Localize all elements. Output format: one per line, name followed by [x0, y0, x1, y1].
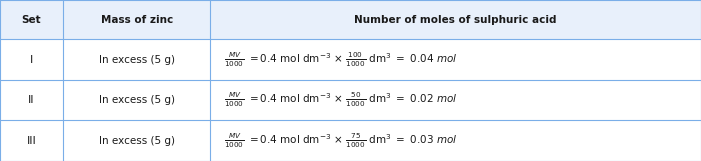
Bar — [0, 0, 701, 39]
Bar — [0, 80, 701, 120]
Text: Set: Set — [22, 15, 41, 25]
Text: In excess (5 g): In excess (5 g) — [99, 95, 175, 105]
Text: I: I — [30, 55, 33, 65]
Bar — [0, 120, 701, 161]
Text: $\frac{\mathit{MV}}{1000}$ $= 0.4\ \mathrm{mol\ dm^{-3}}$ $\times\ \frac{75}{100: $\frac{\mathit{MV}}{1000}$ $= 0.4\ \math… — [224, 132, 458, 150]
Bar — [0, 39, 701, 80]
Text: Number of moles of sulphuric acid: Number of moles of sulphuric acid — [355, 15, 557, 25]
Text: Mass of zinc: Mass of zinc — [100, 15, 173, 25]
Text: $\frac{\mathit{MV}}{1000}$ $= 0.4\ \mathrm{mol\ dm^{-3}}$ $\times\ \frac{50}{100: $\frac{\mathit{MV}}{1000}$ $= 0.4\ \math… — [224, 91, 458, 109]
Text: In excess (5 g): In excess (5 g) — [99, 136, 175, 146]
Text: III: III — [27, 136, 36, 146]
Text: II: II — [28, 95, 35, 105]
Text: In excess (5 g): In excess (5 g) — [99, 55, 175, 65]
Text: $\frac{\mathit{MV}}{1000}$ $= 0.4\ \mathrm{mol\ dm^{-3}}$ $\times\ \frac{100}{10: $\frac{\mathit{MV}}{1000}$ $= 0.4\ \math… — [224, 51, 458, 69]
